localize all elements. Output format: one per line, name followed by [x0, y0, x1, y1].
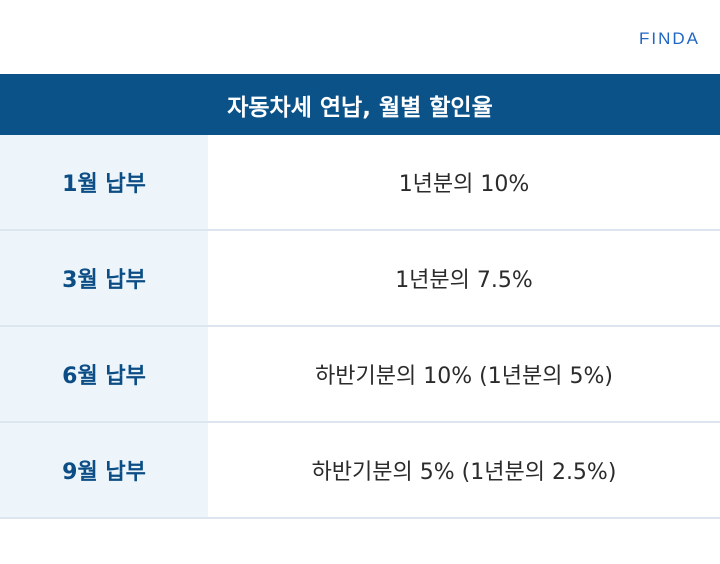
- discount-table: 1월 납부 1년분의 10% 3월 납부 1년분의 7.5% 6월 납부 하반기…: [0, 135, 720, 519]
- row-label-month: 1월 납부: [0, 135, 208, 229]
- row-label-month: 9월 납부: [0, 423, 208, 517]
- row-value-discount: 하반기분의 10% (1년분의 5%): [315, 364, 613, 389]
- table-row: 1월 납부 1년분의 10%: [0, 135, 720, 231]
- table-title: 자동차세 연납, 월별 할인율: [227, 94, 493, 121]
- row-label-month: 3월 납부: [0, 231, 208, 325]
- table-row: 3월 납부 1년분의 7.5%: [0, 231, 720, 327]
- table-header: 자동차세 연납, 월별 할인율: [0, 74, 720, 135]
- row-value-discount: 하반기분의 5% (1년분의 2.5%): [311, 460, 617, 485]
- row-value-discount: 1년분의 7.5%: [395, 268, 533, 293]
- table-row: 6월 납부 하반기분의 10% (1년분의 5%): [0, 327, 720, 423]
- row-label-month: 6월 납부: [0, 327, 208, 421]
- row-value-discount: 1년분의 10%: [398, 172, 530, 197]
- finda-logo: FINDA: [639, 29, 700, 48]
- table-row: 9월 납부 하반기분의 5% (1년분의 2.5%): [0, 423, 720, 519]
